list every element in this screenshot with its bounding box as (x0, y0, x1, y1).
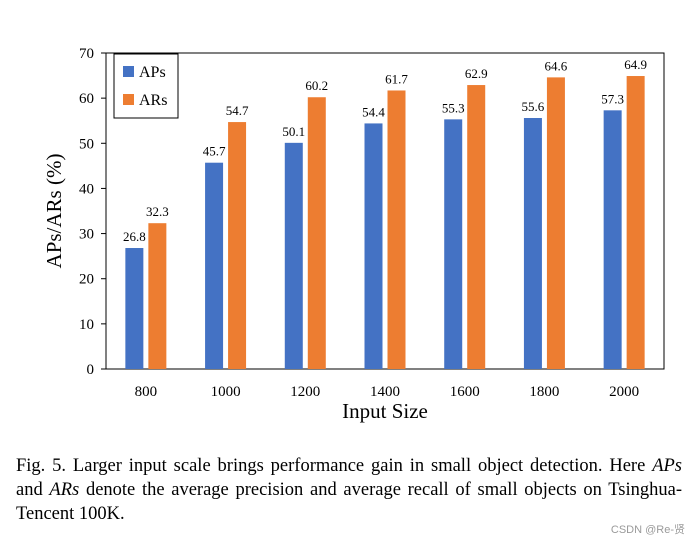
data-label-aps: 55.3 (442, 100, 465, 115)
y-tick-label: 40 (79, 181, 94, 197)
bar-aps (205, 162, 224, 369)
legend-label-ars: ARs (139, 92, 167, 109)
bar-ars (307, 97, 326, 370)
y-tick-label: 10 (79, 317, 94, 333)
x-tick-label: 1800 (529, 384, 559, 400)
y-tick-label: 60 (79, 91, 94, 107)
caption-term-aps: APs (652, 456, 682, 476)
data-label-aps: 50.1 (282, 124, 305, 139)
legend-label-aps: APs (139, 64, 166, 81)
plot-frame (105, 52, 665, 370)
chart-svg: 0 10 20 30 40 50 60 70 26.832.3 800 45.7 54.7 1000 50… (42, 46, 665, 423)
caption-term-ars: ARs (49, 480, 80, 500)
legend-swatch-ars (123, 94, 134, 105)
x-tick-label: 1600 (450, 384, 480, 400)
data-label-ars: 32.3 (146, 204, 169, 219)
bar-chart: 0 10 20 30 40 50 60 70 26.8 32.3 800 45.7 54.7 1000 50… (42, 46, 665, 423)
x-tick-label: 1200 (290, 384, 320, 400)
bar-aps (284, 142, 303, 369)
y-tick-label: 0 (87, 362, 95, 378)
bar-ars (387, 90, 406, 370)
data-label-ars: 64.9 (624, 57, 647, 72)
bar-aps (603, 110, 622, 370)
caption-prefix: Fig. 5. Larger input scale brings perfor… (16, 456, 653, 476)
data-label-ars: 62.9 (465, 66, 488, 81)
bar-aps (364, 123, 383, 370)
x-tick-label: 2000 (609, 384, 639, 400)
bar-ars (148, 223, 167, 369)
data-label-ars: 54.7 (226, 103, 249, 118)
caption-suffix: denote the average precision and average… (16, 480, 682, 524)
x-tick-label: 1000 (211, 384, 241, 400)
watermark: CSDN @Re-贤 (610, 524, 685, 536)
legend-box (113, 53, 179, 119)
bar-aps (444, 119, 463, 369)
bar-aps (125, 248, 144, 369)
data-label-aps: 55.6 (522, 99, 545, 114)
data-label-aps: 57.3 (601, 91, 624, 106)
bar-ars (546, 77, 565, 370)
figure-caption: Fig. 5. Larger input scale brings perfor… (16, 454, 682, 526)
bar-ars (626, 76, 645, 369)
data-label-ars: 64.6 (545, 58, 568, 73)
x-axis-title: Input Size (342, 399, 428, 423)
legend-swatch-aps (123, 66, 134, 77)
x-tick-label: 1400 (370, 384, 400, 400)
y-tick-label: 70 (79, 46, 94, 62)
bar-ars (467, 85, 486, 370)
caption-middle: and (16, 480, 50, 500)
data-label-aps: 45.7 (203, 144, 226, 159)
bar-ars (228, 122, 247, 369)
y-tick-label: 30 (79, 227, 94, 243)
bar-aps (523, 118, 542, 370)
data-label-aps: 54.4 (362, 104, 385, 119)
y-tick-label: 20 (79, 272, 94, 288)
y-axis-title: APs/ARs (%) (42, 154, 66, 269)
data-label-aps: 26.8 (123, 229, 146, 244)
y-tick-label: 50 (79, 136, 94, 152)
data-label-ars: 61.7 (385, 71, 408, 86)
data-label-ars: 60.2 (305, 78, 328, 93)
x-tick-label: 800 (135, 384, 158, 400)
